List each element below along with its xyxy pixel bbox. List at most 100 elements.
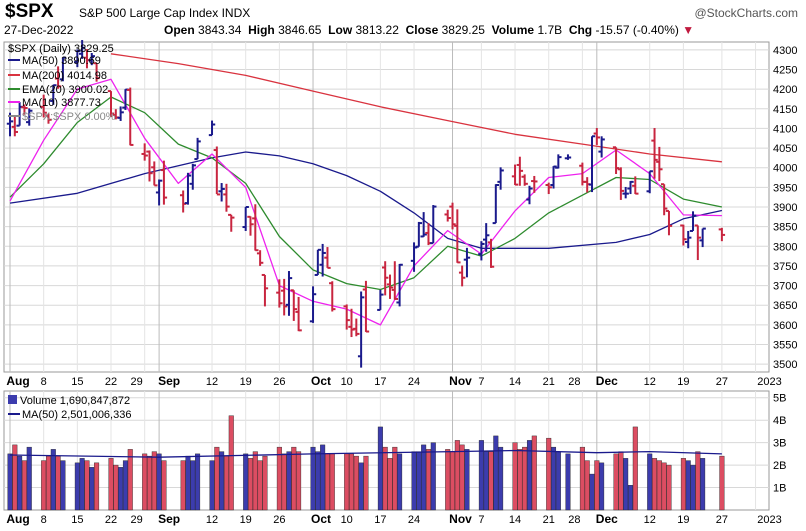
price-tick-label: 3750 xyxy=(773,261,797,273)
volume-x-tick-label: 22 xyxy=(105,514,117,526)
volume-bar xyxy=(41,460,47,511)
ohlc-bar xyxy=(93,62,100,82)
volume-x-tick-label: 19 xyxy=(677,514,689,526)
ohlc-bar xyxy=(184,172,192,205)
volume-bar xyxy=(652,458,658,511)
volume-bar xyxy=(594,460,600,511)
price-x-tick-label: 28 xyxy=(568,376,580,388)
ohlc-bar xyxy=(117,106,124,121)
volume-x-tick-label: 12 xyxy=(206,514,218,526)
ohlc-bar xyxy=(646,170,653,194)
volume-bar xyxy=(464,449,470,511)
price-x-tick-label: 26 xyxy=(273,376,285,388)
volume-bar xyxy=(7,453,13,511)
price-tick-label: 4300 xyxy=(773,45,797,57)
volume-bar xyxy=(21,460,27,511)
ohlc-bar xyxy=(141,143,148,161)
volume-x-tick-label: 8 xyxy=(41,514,47,526)
volume-bar xyxy=(382,446,388,511)
low-label: Low xyxy=(328,23,353,37)
volume-tick-label: 2B xyxy=(773,460,786,472)
ma10-line xyxy=(9,78,722,326)
volume-bar xyxy=(146,455,152,511)
volume-bar xyxy=(219,451,225,511)
volume-bar xyxy=(685,460,691,511)
volume-bar xyxy=(353,455,359,511)
volume-bar xyxy=(45,455,51,511)
ohlc-bar xyxy=(21,104,28,115)
volume-bar xyxy=(459,444,465,511)
volume-bar xyxy=(589,473,595,511)
brand-watermark[interactable]: @StockCharts.com xyxy=(694,6,798,20)
volume-bar xyxy=(618,451,624,511)
volume-ma50-line xyxy=(9,449,722,458)
volume-bar xyxy=(320,444,326,511)
volume-bar xyxy=(17,455,23,511)
ohlc-bar xyxy=(276,279,283,308)
ohlc-bar xyxy=(511,164,519,186)
volume-bar xyxy=(517,449,523,511)
volume-bar xyxy=(627,485,633,511)
ohlc-bar xyxy=(622,186,629,199)
ohlc-bar xyxy=(50,84,57,105)
volume-bar xyxy=(180,460,186,511)
volume-tick-label: 1B xyxy=(773,483,786,495)
volume-bar xyxy=(214,446,220,511)
volume-legend: Volume 1,690,847,872 MA(50) 2,501,006,33… xyxy=(8,395,131,421)
volume-bar xyxy=(79,458,85,511)
price-panel[interactable]: 3500 3550 3600 3650 3700 3750 3800 3850 3900 3950… xyxy=(3,40,797,373)
volume-x-axis: Aug 8 15 22 29 Sep 12 19 26 Oct 10 17 24 Nov 7 14 21 28 De… xyxy=(6,512,781,526)
ohlc-bar xyxy=(252,204,259,252)
ohlc-bar xyxy=(160,160,168,205)
volume-tick-label: 4B xyxy=(773,415,786,427)
ohlc-bar xyxy=(555,154,562,169)
price-tick-label: 3900 xyxy=(773,202,797,214)
ohlc-bar xyxy=(78,40,86,59)
volume-bar xyxy=(195,453,201,511)
volume-bar xyxy=(397,453,403,511)
price-x-tick-label: Aug xyxy=(6,374,29,388)
price-x-tick-label: 8 xyxy=(41,376,47,388)
ohlc-bar xyxy=(391,261,398,300)
volume-bar xyxy=(310,446,316,511)
change-label: Chg xyxy=(568,23,593,37)
volume-x-tick-label: 29 xyxy=(131,514,143,526)
volume-ma-line xyxy=(9,449,722,458)
volume-bar xyxy=(262,455,268,511)
ohlc-bar xyxy=(680,224,687,246)
volume-bar xyxy=(185,455,191,511)
ohlc-bar xyxy=(218,183,225,202)
ohlc-bar xyxy=(660,183,668,216)
volume-bars xyxy=(7,415,725,511)
legend-ratio: $SPX:$SPX 0.00% xyxy=(22,111,116,123)
price-tick-label: 3600 xyxy=(773,320,797,332)
volume-bar xyxy=(60,460,66,511)
volume-tick-label: 5B xyxy=(773,393,786,405)
volume-bar xyxy=(315,451,321,511)
ohlc-bar xyxy=(146,150,153,182)
volume-x-tick-label: 19 xyxy=(240,514,252,526)
volume-bar xyxy=(599,462,605,511)
ohlc-bar xyxy=(319,243,326,277)
price-tick-label: 3700 xyxy=(773,281,797,293)
ohlc-bar xyxy=(531,175,538,193)
volume-bar xyxy=(329,453,335,511)
volume-x-tick-label: 17 xyxy=(374,514,386,526)
ohlc-bar xyxy=(598,136,605,158)
ema20-line xyxy=(9,96,723,291)
price-x-tick-label: 12 xyxy=(644,376,656,388)
ohlc-bar xyxy=(497,167,504,190)
volume-x-tick-label: 10 xyxy=(341,514,353,526)
volume-bar xyxy=(700,458,706,511)
volume-bar xyxy=(209,460,215,511)
price-x-tick-label: 21 xyxy=(543,376,555,388)
ohlc-bar xyxy=(314,248,322,276)
volume-bar xyxy=(445,449,451,511)
volume-panel[interactable]: 1B 2B 3B 4B 5B Volume 1,690,847,872 MA(50) 2… xyxy=(3,390,786,511)
price-tick-label: 3850 xyxy=(773,222,797,234)
ohlc-bars xyxy=(6,40,726,368)
price-tick-label: 4250 xyxy=(773,65,797,77)
volume-bar xyxy=(680,458,686,511)
volume-bar xyxy=(252,451,258,511)
